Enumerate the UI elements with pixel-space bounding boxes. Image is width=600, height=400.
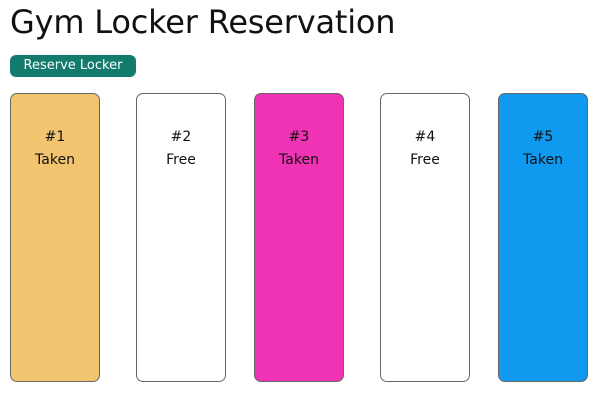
- locker-status: Taken: [523, 152, 563, 168]
- locker-card-4[interactable]: #4 Free: [380, 93, 470, 382]
- locker-status: Taken: [279, 152, 319, 168]
- locker-number: #4: [414, 129, 436, 145]
- locker-status: Taken: [35, 152, 75, 168]
- locker-card-1[interactable]: #1 Taken: [10, 93, 100, 382]
- locker-number: #2: [170, 129, 192, 145]
- locker-grid: #1 Taken #2 Free #3 Taken #4 Free #5 Tak…: [10, 93, 590, 384]
- reserve-locker-button[interactable]: Reserve Locker: [10, 55, 136, 77]
- locker-card-2[interactable]: #2 Free: [136, 93, 226, 382]
- locker-number: #1: [44, 129, 66, 145]
- page-title: Gym Locker Reservation: [10, 3, 396, 41]
- locker-number: #3: [288, 129, 310, 145]
- locker-number: #5: [532, 129, 554, 145]
- locker-status: Free: [410, 152, 440, 168]
- locker-card-3[interactable]: #3 Taken: [254, 93, 344, 382]
- locker-status: Free: [166, 152, 196, 168]
- locker-card-5[interactable]: #5 Taken: [498, 93, 588, 382]
